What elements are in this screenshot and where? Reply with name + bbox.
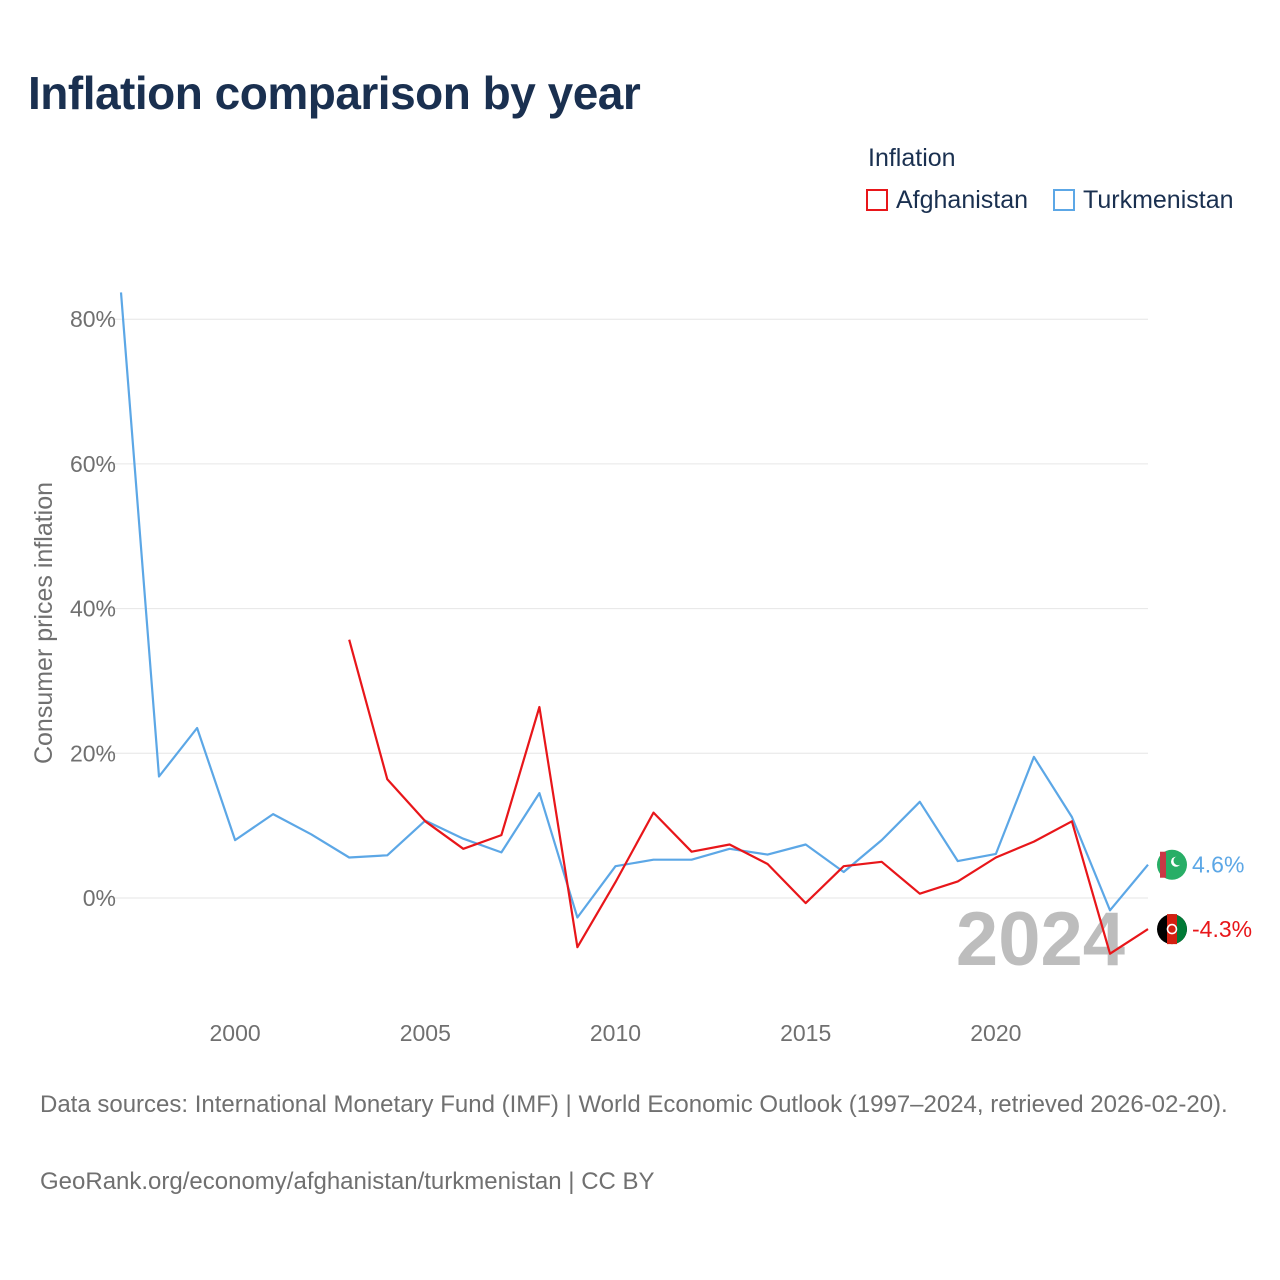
x-tick-label: 2000 <box>210 1020 261 1046</box>
legend-swatch-afghanistan <box>866 189 888 211</box>
x-tick-label: 2015 <box>780 1020 831 1046</box>
legend-title: Inflation <box>868 144 956 172</box>
legend-label-turkmenistan: Turkmenistan <box>1083 185 1234 214</box>
data-sources-note: Data sources: International Monetary Fun… <box>40 1091 1228 1118</box>
series-lines <box>119 292 1149 955</box>
x-tick-label: 2005 <box>400 1020 451 1046</box>
y-axis-label: Consumer prices inflation <box>30 482 58 764</box>
line-chart: 0% 20% 40% 60% 80% 2000 2005 2010 2015 2020 Cons… <box>30 292 1252 1046</box>
year-watermark: 2024 <box>956 897 1125 982</box>
legend-label-afghanistan: Afghanistan <box>896 185 1029 214</box>
y-tick-label: 0% <box>83 885 116 911</box>
x-axis-ticks: 2000 2005 2010 2015 2020 <box>210 1020 1022 1046</box>
series-line-turkmenistan <box>119 292 1149 919</box>
series-line-afghanistan <box>348 639 1149 955</box>
credit-link[interactable]: GeoRank.org/economy/afghanistan/turkmeni… <box>40 1168 655 1195</box>
legend-item-turkmenistan[interactable]: Turkmenistan <box>1053 186 1234 214</box>
end-value-label-turkmenistan: 4.6% <box>1192 852 1244 878</box>
y-tick-label: 80% <box>70 306 116 332</box>
x-tick-label: 2020 <box>970 1020 1021 1046</box>
x-tick-label: 2010 <box>590 1020 641 1046</box>
flag-icon-turkmenistan <box>1157 849 1187 880</box>
series-end-markers: 4.6% -4.3% <box>1157 849 1252 945</box>
legend-item-afghanistan[interactable]: Afghanistan <box>866 186 1028 214</box>
chart-title: Inflation comparison by year <box>28 67 641 119</box>
flag-icon-afghanistan <box>1157 914 1187 945</box>
y-tick-label: 20% <box>70 740 116 766</box>
y-tick-label: 60% <box>70 451 116 477</box>
end-value-label-afghanistan: -4.3% <box>1192 916 1252 942</box>
legend-swatch-turkmenistan <box>1053 189 1075 211</box>
gridlines <box>100 318 1148 899</box>
y-tick-label: 40% <box>70 596 116 622</box>
y-axis-ticks: 0% 20% 40% 60% 80% <box>70 306 116 911</box>
